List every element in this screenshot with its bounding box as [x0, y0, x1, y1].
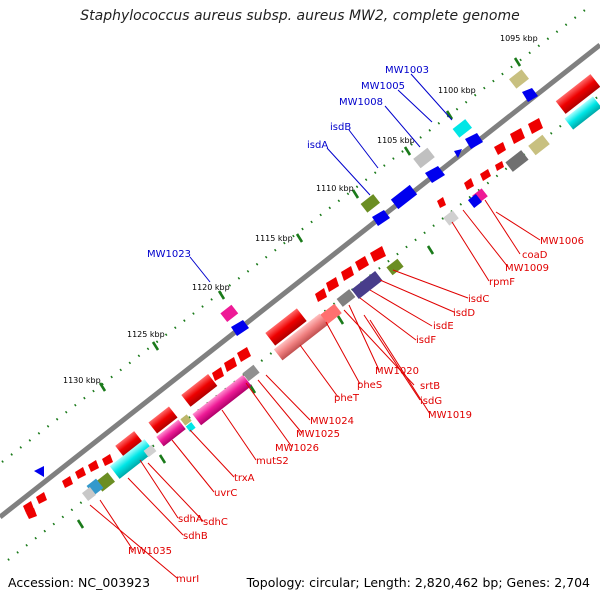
gene-label-mw1026: MW1026: [275, 443, 319, 454]
gene-label-mw1023: MW1023: [147, 249, 191, 260]
gene-label-mw1003: MW1003: [385, 65, 429, 76]
scale-line-upper: [1, 9, 586, 463]
gene-label-mw1025: MW1025: [296, 429, 340, 440]
gene-label-trxa: trxA: [234, 473, 255, 484]
genome-backbone: [0, 43, 600, 519]
gene-label-mw1035: MW1035: [128, 546, 172, 557]
bottom-strand-genes: [23, 74, 600, 519]
top-strand-genes: [34, 69, 538, 477]
gene-label-mw1006: MW1006: [540, 236, 584, 247]
gene-label-phet: pheT: [334, 393, 360, 404]
gene-label-isda: isdA: [307, 140, 328, 151]
gene-label-muts2: mutS2: [256, 456, 289, 467]
gene-label-sdhc: sdhC: [203, 517, 228, 528]
gene-label-isdd: isdD: [453, 308, 475, 319]
gene-label-sdhb: sdhB: [183, 531, 208, 542]
gene-label-mw1020: MW1020: [375, 366, 419, 377]
gene-label-mw1008: MW1008: [339, 97, 383, 108]
gene-label-muri: murI: [176, 574, 199, 585]
gene-label-phes: pheS: [357, 380, 382, 391]
top-label-leaders: [189, 73, 453, 283]
gene-label-coad: coaD: [522, 250, 548, 261]
gene-label-srtb: srtB: [420, 381, 440, 392]
gene-label-mw1024: MW1024: [310, 416, 354, 427]
bottom-label-leaders: [89, 199, 541, 579]
gene-label-uvrc: uvrC: [214, 488, 237, 499]
kbp-label-1105: 1105 kbp: [377, 136, 415, 145]
gene-label-isdg: isdG: [420, 396, 442, 407]
kbp-label-1130: 1130 kbp: [63, 376, 101, 385]
gene-label-mw1005: MW1005: [361, 81, 405, 92]
genome-summary-text: Topology: circular; Length: 2,820,462 bp…: [246, 575, 590, 590]
kbp-label-1115: 1115 kbp: [255, 234, 293, 243]
gene-label-sdha: sdhA: [178, 514, 203, 525]
kbp-label-1125: 1125 kbp: [127, 330, 165, 339]
gene-label-mw1009: MW1009: [505, 263, 549, 274]
gene-label-mw1019: MW1019: [428, 410, 472, 421]
map-title: Staphylococcus aureus subsp. aureus MW2,…: [80, 8, 520, 24]
kbp-label-1110: 1110 kbp: [316, 184, 354, 193]
gene-label-rpmf: rpmF: [489, 277, 515, 288]
kbp-label-1095: 1095 kbp: [500, 34, 538, 43]
kbp-label-1100: 1100 kbp: [438, 86, 476, 95]
gene-label-isdf: isdF: [416, 335, 436, 346]
kbp-label-1120: 1120 kbp: [192, 283, 230, 292]
gene-label-isdb: isdB: [330, 122, 351, 133]
gene-label-isde: isdE: [433, 321, 454, 332]
gene-label-isdc: isdC: [468, 294, 489, 305]
accession-text: Accession: NC_003923: [8, 575, 151, 590]
